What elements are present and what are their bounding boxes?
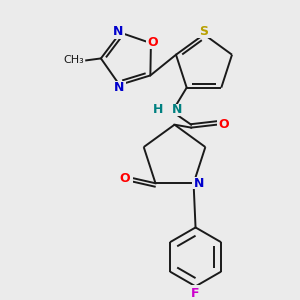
Bar: [119, 172, 133, 184]
Bar: [192, 177, 203, 189]
Bar: [190, 285, 201, 297]
Text: H: H: [152, 103, 163, 116]
Bar: [112, 81, 126, 93]
Bar: [217, 119, 229, 130]
Text: O: O: [218, 118, 229, 131]
Text: N: N: [194, 177, 205, 190]
Text: F: F: [191, 287, 200, 300]
Text: O: O: [120, 172, 130, 185]
Text: N: N: [172, 103, 182, 116]
Bar: [155, 103, 180, 116]
Bar: [197, 26, 211, 38]
Text: N: N: [113, 25, 124, 38]
Text: N: N: [114, 81, 124, 94]
Bar: [146, 37, 160, 49]
Text: O: O: [148, 36, 158, 49]
Bar: [112, 27, 125, 38]
Text: CH₃: CH₃: [63, 56, 84, 65]
Text: S: S: [200, 25, 208, 38]
